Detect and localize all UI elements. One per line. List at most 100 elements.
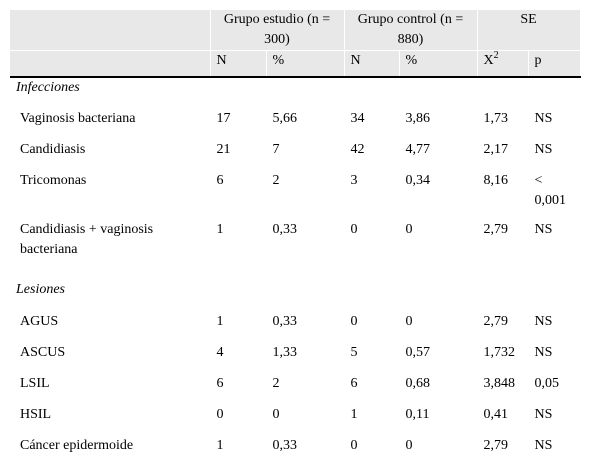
p-value-cell: NS <box>528 404 581 436</box>
n-study-cell: 1 <box>210 219 267 269</box>
row-label-cell: Candidiasis <box>10 139 211 171</box>
pct-study-cell: 2 <box>266 170 345 220</box>
n-control-cell: 5 <box>344 342 400 374</box>
n-control-cell: 6 <box>344 373 400 405</box>
p-value-cell: NS <box>528 342 581 374</box>
x2-value-cell: 1,73 <box>477 108 529 140</box>
section-spacer-row <box>10 268 581 280</box>
table-body: Infecciones Vaginosis bacteriana 17 5,66 34 3… <box>10 76 581 467</box>
spacer-cell <box>528 268 581 280</box>
header-group-control: Grupo control (n = 880) <box>344 10 478 51</box>
pct-control-cell: 0,68 <box>399 373 478 405</box>
p-value-cell: < 0,001 <box>528 170 581 220</box>
empty-cell <box>344 76 400 109</box>
empty-cell <box>266 279 345 312</box>
header-x2-base: X <box>483 53 494 68</box>
header-se: SE <box>477 10 581 51</box>
table-row: Candidiasis 21 7 42 4,77 2,17 NS <box>10 139 581 171</box>
x2-value-cell: 3,848 <box>477 373 529 405</box>
pct-control-cell: 3,86 <box>399 108 478 140</box>
n-control-cell: 34 <box>344 108 400 140</box>
pct-study-cell: 5,66 <box>266 108 345 140</box>
empty-cell <box>528 279 581 312</box>
pct-study-cell: 0 <box>266 404 345 436</box>
x2-value-cell: 2,79 <box>477 219 529 269</box>
table-row: Cáncer epidermoide 1 0,33 0 0 2,79 NS <box>10 435 581 467</box>
row-label-cell: AGUS <box>10 311 211 343</box>
p-value-cell: NS <box>528 108 581 140</box>
pct-study-cell: 7 <box>266 139 345 171</box>
spacer-cell <box>210 268 267 280</box>
n-study-cell: 1 <box>210 311 267 343</box>
header-p: p <box>528 50 581 77</box>
header-pct-study: % <box>266 50 345 77</box>
row-label-cell: HSIL <box>10 404 211 436</box>
pct-study-cell: 0,33 <box>266 311 345 343</box>
pct-control-cell: 0 <box>399 219 478 269</box>
spacer-cell <box>477 268 529 280</box>
table-row: Tricomonas 6 2 3 0,34 8,16 < 0,001 <box>10 170 581 220</box>
n-control-cell: 0 <box>344 219 400 269</box>
n-control-cell: 1 <box>344 404 400 436</box>
n-study-cell: 6 <box>210 373 267 405</box>
header-row-columns: N % N % X2 p <box>10 50 581 77</box>
row-label-cell: Vaginosis bacteriana <box>10 108 211 140</box>
row-label-cell: Candidiasis + vaginosis bacteriana <box>10 219 211 269</box>
table-row: Vaginosis bacteriana 17 5,66 34 3,86 1,73 NS <box>10 108 581 140</box>
empty-cell <box>210 76 267 109</box>
p-value-cell: NS <box>528 219 581 269</box>
x2-value-cell: 1,732 <box>477 342 529 374</box>
empty-cell <box>266 76 345 109</box>
p-value-cell: NS <box>528 139 581 171</box>
spacer-cell <box>399 268 478 280</box>
empty-cell <box>477 279 529 312</box>
pct-study-cell: 0,33 <box>266 219 345 269</box>
x2-value-cell: 0,41 <box>477 404 529 436</box>
spacer-cell <box>266 268 345 280</box>
header-pct-control: % <box>399 50 478 77</box>
table-row: LSIL 6 2 6 0,68 3,848 0,05 <box>10 373 581 405</box>
n-study-cell: 1 <box>210 435 267 467</box>
x2-value-cell: 2,79 <box>477 435 529 467</box>
n-study-cell: 4 <box>210 342 267 374</box>
n-control-cell: 0 <box>344 435 400 467</box>
pct-study-cell: 2 <box>266 373 345 405</box>
table-row: HSIL 0 0 1 0,11 0,41 NS <box>10 404 581 436</box>
empty-cell <box>344 279 400 312</box>
empty-cell <box>210 279 267 312</box>
header-group-study: Grupo estudio (n = 300) <box>210 10 345 51</box>
header-n-study: N <box>210 50 267 77</box>
pct-control-cell: 4,77 <box>399 139 478 171</box>
data-table: Grupo estudio (n = 300) Grupo control (n… <box>10 10 581 467</box>
spacer-cell <box>10 268 211 280</box>
n-study-cell: 6 <box>210 170 267 220</box>
p-value-cell: NS <box>528 311 581 343</box>
empty-cell <box>528 76 581 109</box>
section-title-row: Infecciones <box>10 76 581 109</box>
empty-cell <box>399 76 478 109</box>
n-control-cell: 42 <box>344 139 400 171</box>
pct-study-cell: 1,33 <box>266 342 345 374</box>
x2-value-cell: 2,79 <box>477 311 529 343</box>
empty-cell <box>399 279 478 312</box>
pct-control-cell: 0,11 <box>399 404 478 436</box>
x2-value-cell: 2,17 <box>477 139 529 171</box>
header-x2-superscript: 2 <box>493 50 499 61</box>
n-control-cell: 0 <box>344 311 400 343</box>
row-label-cell: Tricomonas <box>10 170 211 220</box>
table-row: ASCUS 4 1,33 5 0,57 1,732 NS <box>10 342 581 374</box>
section-title: Lesiones <box>10 279 211 312</box>
empty-cell <box>477 76 529 109</box>
pct-control-cell: 0,34 <box>399 170 478 220</box>
header-corner <box>10 10 211 51</box>
pct-control-cell: 0,57 <box>399 342 478 374</box>
header-x2: X2 <box>477 50 529 77</box>
x2-value-cell: 8,16 <box>477 170 529 220</box>
spacer-cell <box>344 268 400 280</box>
n-study-cell: 21 <box>210 139 267 171</box>
row-label-cell: Cáncer epidermoide <box>10 435 211 467</box>
header-n-control: N <box>344 50 400 77</box>
header-row-groups: Grupo estudio (n = 300) Grupo control (n… <box>10 10 581 51</box>
n-study-cell: 17 <box>210 108 267 140</box>
p-value-cell: NS <box>528 435 581 467</box>
